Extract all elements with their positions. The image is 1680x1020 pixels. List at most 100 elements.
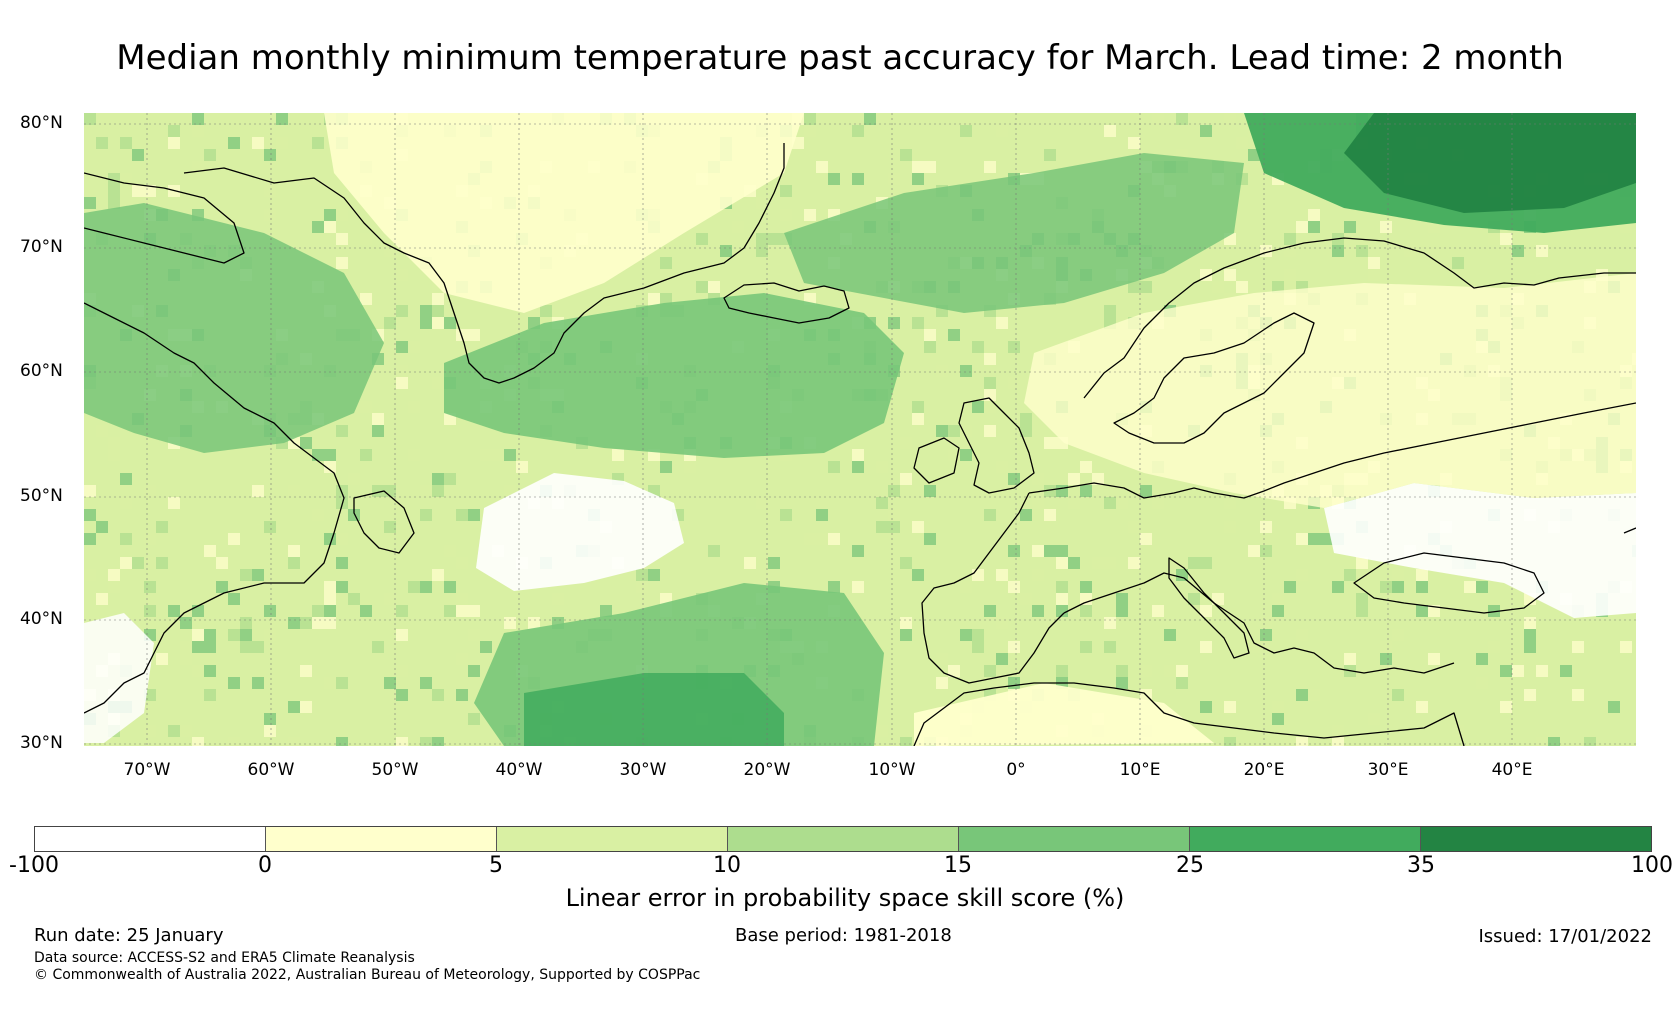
skill-cell — [456, 653, 468, 665]
skill-cell — [468, 629, 480, 641]
skill-cell — [1008, 641, 1020, 653]
skill-cell — [1020, 509, 1032, 521]
lon-label: 50°W — [371, 760, 419, 780]
skill-cell — [336, 557, 348, 569]
lat-label: 30°N — [20, 733, 63, 753]
skill-cell — [828, 581, 840, 593]
skill-cell — [828, 533, 840, 545]
skill-cell — [432, 737, 444, 746]
skill-cell — [96, 521, 108, 533]
skill-cell — [912, 413, 924, 425]
skill-cell — [240, 641, 252, 653]
skill-cell — [324, 221, 336, 233]
skill-cell — [1272, 593, 1284, 605]
skill-cell — [384, 593, 396, 605]
skill-cell — [180, 653, 192, 665]
skill-cell — [1032, 497, 1044, 509]
skill-cell — [1056, 557, 1068, 569]
skill-cell — [1308, 209, 1320, 221]
coast-baltic — [1113, 312, 1315, 444]
skill-cell — [876, 497, 888, 509]
skill-score-map — [84, 113, 1636, 746]
skill-cell — [1620, 641, 1632, 653]
zone-white-atlantic — [476, 473, 684, 591]
skill-cell — [408, 449, 420, 461]
skill-cell — [1524, 617, 1536, 629]
skill-cell — [1344, 569, 1356, 581]
skill-cell — [996, 569, 1008, 581]
copyright: © Commonwealth of Australia 2022, Austra… — [34, 967, 701, 983]
skill-cell — [348, 473, 360, 485]
skill-cell — [324, 209, 336, 221]
skill-cell — [396, 737, 408, 746]
skill-cell — [996, 461, 1008, 473]
skill-cell — [336, 533, 348, 545]
skill-cell — [1476, 677, 1488, 689]
skill-cell — [1284, 269, 1296, 281]
skill-cell — [276, 137, 288, 149]
skill-cell — [84, 509, 96, 521]
skill-cell — [852, 461, 864, 473]
lon-label: 60°W — [247, 760, 295, 780]
skill-cell — [300, 701, 312, 713]
skill-cell — [504, 449, 516, 461]
skill-cell — [204, 545, 216, 557]
skill-cell — [912, 317, 924, 329]
skill-cell — [984, 509, 996, 521]
skill-cell — [1308, 221, 1320, 233]
skill-cell — [1308, 533, 1320, 545]
skill-cell — [1572, 641, 1584, 653]
skill-cell — [192, 605, 204, 617]
skill-cell — [312, 509, 324, 521]
skill-cell — [288, 737, 300, 746]
skill-cell — [192, 737, 204, 746]
colorbar-tick: 35 — [1407, 853, 1435, 878]
skill-cell — [948, 425, 960, 437]
skill-cell — [432, 293, 444, 305]
skill-cell — [1464, 581, 1476, 593]
zone-darkest-barents — [1344, 113, 1636, 213]
skill-cell — [264, 605, 276, 617]
skill-cell — [468, 665, 480, 677]
skill-cell — [1284, 245, 1296, 257]
skill-cell — [924, 485, 936, 497]
skill-cell — [1056, 581, 1068, 593]
skill-cell — [960, 125, 972, 137]
skill-cell — [1128, 557, 1140, 569]
skill-cell — [1116, 605, 1128, 617]
coast-black-sea — [1353, 552, 1545, 614]
skill-cell — [108, 581, 120, 593]
skill-cell — [1188, 557, 1200, 569]
skill-cell — [1200, 701, 1212, 713]
skill-cell — [108, 173, 120, 185]
skill-cell — [1260, 545, 1272, 557]
zone-darkgreen-subtropic — [524, 673, 784, 746]
skill-cell — [1524, 629, 1536, 641]
skill-cell — [228, 737, 240, 746]
skill-cell — [384, 245, 396, 257]
skill-cell — [396, 341, 408, 353]
skill-cell — [900, 149, 912, 161]
skill-cell — [108, 185, 120, 197]
skill-cell — [984, 605, 996, 617]
skill-cell — [372, 641, 384, 653]
skill-cell — [384, 317, 396, 329]
skill-cell — [144, 485, 156, 497]
map-canvas — [84, 113, 1636, 746]
skill-cell — [336, 737, 348, 746]
skill-cell — [1536, 245, 1548, 257]
skill-cell — [1392, 581, 1404, 593]
skill-cell — [948, 329, 960, 341]
skill-cell — [612, 449, 624, 461]
skill-cell — [1140, 485, 1152, 497]
coast-france-iberia — [921, 492, 1065, 684]
skill-cell — [420, 581, 432, 593]
skill-cell — [912, 401, 924, 413]
skill-cell — [900, 737, 912, 746]
skill-cell — [144, 581, 156, 593]
skill-cell — [1008, 473, 1020, 485]
skill-cell — [804, 533, 816, 545]
skill-cell — [1248, 545, 1260, 557]
skill-cell — [1032, 473, 1044, 485]
skill-cell — [360, 605, 372, 617]
